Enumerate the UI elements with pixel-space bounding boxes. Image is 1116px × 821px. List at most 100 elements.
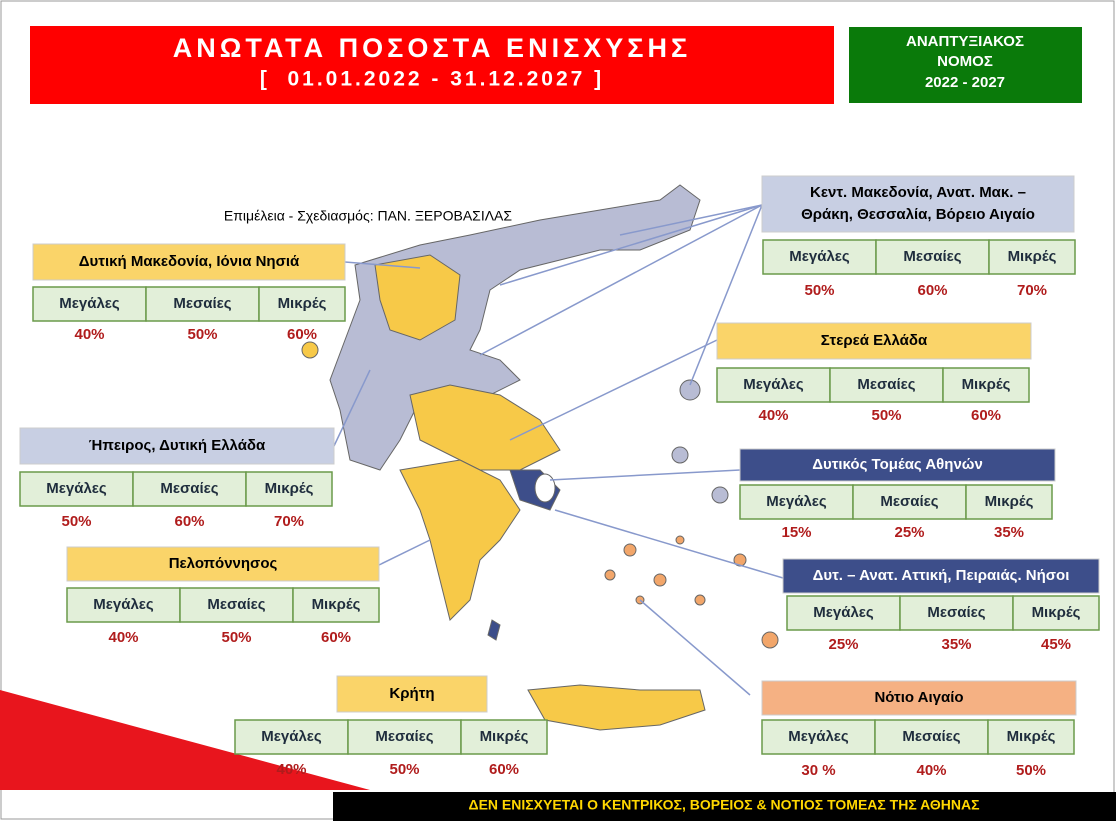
size-cell: [460, 719, 548, 755]
size-cell: [786, 595, 901, 631]
region-title-box: [716, 322, 1032, 360]
region-title-box: [19, 427, 335, 465]
region-name: Δυτ. – Ανατ. Αττική, Πειραιάς. Νήσοι: [813, 567, 1070, 584]
badge-line: ΝΟΜΟΣ: [937, 53, 993, 70]
size-cell: [66, 587, 181, 623]
rate: 40%: [276, 761, 306, 778]
rate: 25%: [828, 636, 858, 653]
region-name: Κρήτη: [389, 685, 434, 702]
size-cell: [32, 286, 147, 322]
size-label: Μεγάλες: [743, 376, 804, 393]
footer: ΔΕΝ ΕΝΙΣΧΥΕΤΑΙ Ο ΚΕΝΤΡΙΚΟΣ, ΒΟΡΕΙΟΣ & ΝΟ…: [469, 797, 980, 813]
region-name: Δυτική Μακεδονία, Ιόνια Νησιά: [79, 253, 300, 270]
region-title-box: [336, 675, 488, 713]
rate: 60%: [287, 326, 317, 343]
rate: 30 %: [801, 762, 835, 779]
map: [301, 184, 779, 731]
size-label: Μικρές: [1008, 248, 1057, 265]
region-name: Πελοπόννησος: [169, 555, 278, 572]
rate: 60%: [971, 407, 1001, 424]
badge-line: 2022 - 2027: [925, 74, 1005, 91]
size-label: Μεσαίες: [375, 728, 433, 745]
size-label: Μεσαίες: [880, 493, 938, 510]
rate: 50%: [221, 629, 251, 646]
size-label: Μεγάλες: [766, 493, 827, 510]
credit: Επιμέλεια - Σχεδιασμός: ΠΑΝ. ΞΕΡΟΒΑΣΙΛΑΣ: [224, 208, 512, 224]
rate: 35%: [941, 636, 971, 653]
size-cell: [19, 471, 134, 507]
region-name: Στερεά Ελλάδα: [821, 332, 928, 349]
region-name: Θράκη, Θεσσαλία, Βόρειο Αιγαίο: [801, 206, 1035, 223]
size-cell: [762, 239, 877, 275]
rate: 45%: [1041, 636, 1071, 653]
size-cell: [258, 286, 346, 322]
size-label: Μεσαίες: [857, 376, 915, 393]
size-label: Μεγάλες: [59, 295, 120, 312]
region-title-box: [739, 448, 1056, 482]
pointer-arrows: [333, 204, 784, 696]
size-label: Μεσαίες: [207, 596, 265, 613]
region-title-box: [761, 175, 1075, 233]
size-label: Μικρές: [312, 596, 361, 613]
region-title-box: [782, 558, 1100, 594]
size-cell: [965, 484, 1053, 520]
size-cell: [852, 484, 967, 520]
size-label: Μεσαίες: [902, 728, 960, 745]
rate: 50%: [389, 761, 419, 778]
size-label: Μικρές: [1032, 604, 1081, 621]
size-cell: [987, 719, 1075, 755]
size-label: Μεσαίες: [903, 248, 961, 265]
size-cell: [874, 719, 989, 755]
region-name: Κεντ. Μακεδονία, Ανατ. Μακ. –: [810, 184, 1026, 201]
size-label: Μεσαίες: [173, 295, 231, 312]
size-label: Μεγάλες: [261, 728, 322, 745]
size-cell: [234, 719, 349, 755]
size-label: Μεσαίες: [160, 480, 218, 497]
region-name: Δυτικός Τομέας Αθηνών: [812, 456, 983, 473]
size-label: Μεγάλες: [788, 728, 849, 745]
rate: 25%: [894, 524, 924, 541]
rate: 40%: [74, 326, 104, 343]
rate: 60%: [917, 282, 947, 299]
region-name: Ήπειρος, Δυτική Ελλάδα: [89, 437, 266, 454]
rate: 70%: [274, 513, 304, 530]
rate: 50%: [1016, 762, 1046, 779]
rate: 50%: [61, 513, 91, 530]
size-cell: [292, 587, 380, 623]
size-cell: [245, 471, 333, 507]
size-cell: [942, 367, 1030, 403]
rate: 15%: [781, 524, 811, 541]
rate: 40%: [916, 762, 946, 779]
title-banner: [30, 26, 834, 104]
rate: 50%: [187, 326, 217, 343]
size-label: Μεγάλες: [789, 248, 850, 265]
size-label: Μεγάλες: [46, 480, 107, 497]
size-cell: [829, 367, 944, 403]
region-name: Νότιο Αιγαίο: [874, 689, 963, 706]
size-label: Μικρές: [278, 295, 327, 312]
badge-line: ΑΝΑΠΤΥΞΙΑΚΟΣ: [906, 33, 1024, 50]
rate: 50%: [871, 407, 901, 424]
footer-bar: [333, 792, 1116, 821]
badge: [849, 27, 1082, 103]
rate: 70%: [1017, 282, 1047, 299]
size-label: Μικρές: [480, 728, 529, 745]
size-cell: [1012, 595, 1100, 631]
rate: 40%: [108, 629, 138, 646]
period: [ 01.01.2022 - 31.12.2027 ]: [260, 68, 604, 91]
region-title-box: [32, 243, 346, 281]
rate: 35%: [994, 524, 1024, 541]
rate: 60%: [489, 761, 519, 778]
size-label: Μεγάλες: [93, 596, 154, 613]
rate: 60%: [174, 513, 204, 530]
size-cell: [761, 719, 876, 755]
size-label: Μικρές: [985, 493, 1034, 510]
size-label: Μικρές: [265, 480, 314, 497]
size-cell: [716, 367, 831, 403]
size-cell: [132, 471, 247, 507]
rate: 60%: [321, 629, 351, 646]
corner-decor: [0, 690, 370, 790]
size-label: Μικρές: [1007, 728, 1056, 745]
